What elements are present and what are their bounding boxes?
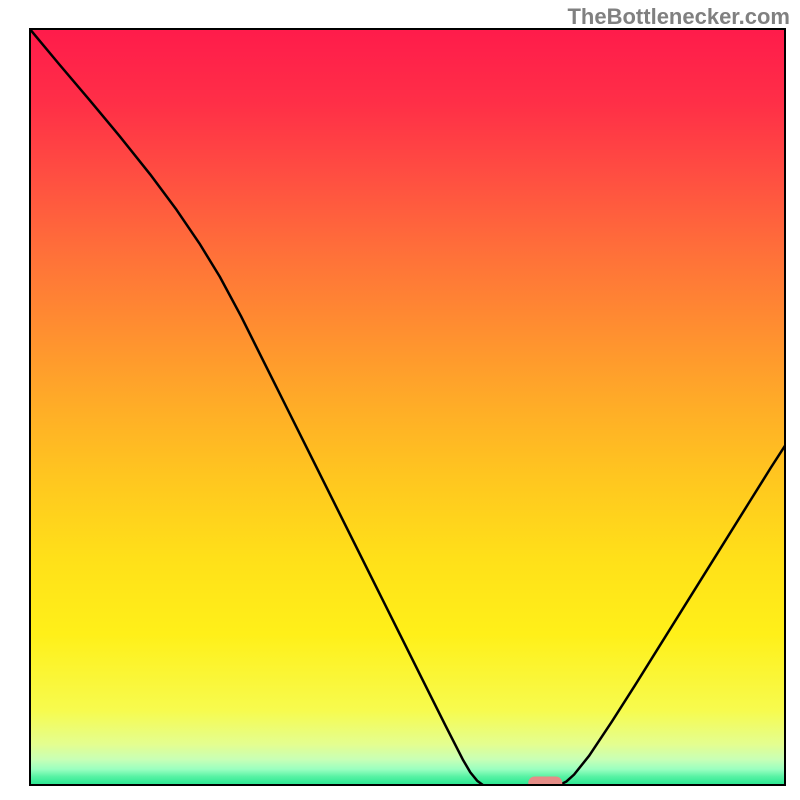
gradient-background <box>29 28 786 786</box>
watermark-text: TheBottlenecker.com <box>567 4 790 30</box>
chart-container: TheBottlenecker.com <box>0 0 800 800</box>
plot-svg <box>29 28 786 786</box>
